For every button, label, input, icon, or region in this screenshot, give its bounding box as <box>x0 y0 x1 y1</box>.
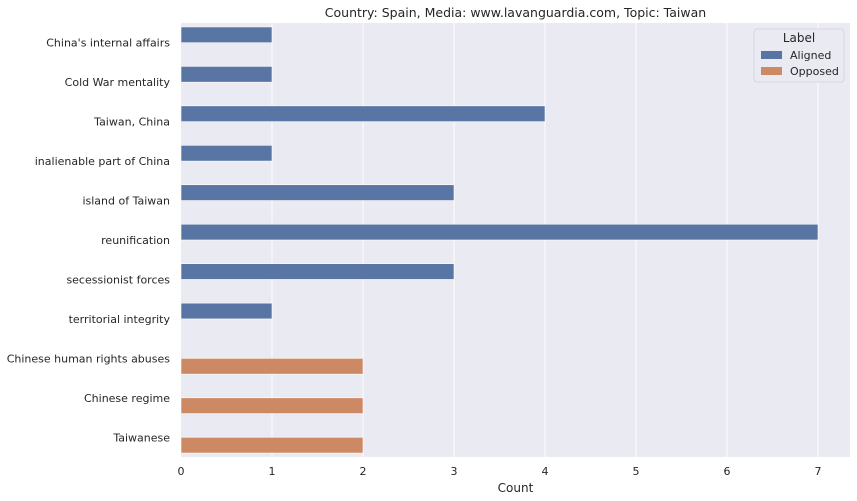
chart-title: Country: Spain, Media: www.lavanguardia.… <box>325 5 706 20</box>
bar-aligned <box>180 263 455 280</box>
bar-opposed <box>180 397 364 414</box>
y-tick-label: inalienable part of China <box>35 155 170 168</box>
bar-aligned <box>180 26 273 44</box>
x-axis-title: Count <box>498 481 534 495</box>
legend-swatch-opposed <box>761 67 782 75</box>
y-tick-label: reunification <box>101 234 170 247</box>
y-tick-label: China's internal affairs <box>46 37 170 50</box>
y-tick-label: Taiwan, China <box>93 116 170 129</box>
y-tick-label: island of Taiwan <box>82 195 170 208</box>
x-tick-label: 3 <box>451 465 458 478</box>
x-tick-label: 2 <box>360 465 367 478</box>
bar-aligned <box>180 145 273 162</box>
x-tick-label: 1 <box>269 465 276 478</box>
x-tick-label: 6 <box>724 465 731 478</box>
legend-swatch-aligned <box>761 51 782 59</box>
y-tick-label: Chinese regime <box>84 392 170 405</box>
x-tick-label: 5 <box>633 465 640 478</box>
legend: Label Aligned Opposed <box>753 28 845 83</box>
x-tick-label: 0 <box>178 465 185 478</box>
bar-aligned <box>180 223 819 241</box>
bar-aligned <box>180 184 455 201</box>
y-tick-label: secessionist forces <box>66 273 170 286</box>
bar-opposed <box>180 358 364 375</box>
y-tick-labels: China's internal affairs Cold War mentali… <box>7 37 171 445</box>
x-tick-label: 7 <box>815 465 822 478</box>
bar-aligned <box>180 105 546 122</box>
bar-opposed <box>180 436 364 454</box>
bar-aligned <box>180 302 273 320</box>
bar-aligned <box>180 66 273 83</box>
x-tick-label: 4 <box>542 465 549 478</box>
legend-label-aligned: Aligned <box>790 49 831 62</box>
x-tick-labels: 0 1 2 3 4 5 6 7 <box>178 465 822 478</box>
bars <box>180 26 819 454</box>
y-tick-label: Cold War mentality <box>65 76 171 89</box>
y-tick-label: territorial integrity <box>69 313 171 326</box>
y-tick-label: Taiwanese <box>112 431 170 444</box>
legend-label-opposed: Opposed <box>790 65 839 78</box>
legend-title: Label <box>783 31 815 45</box>
y-tick-label: Chinese human rights abuses <box>7 352 171 365</box>
